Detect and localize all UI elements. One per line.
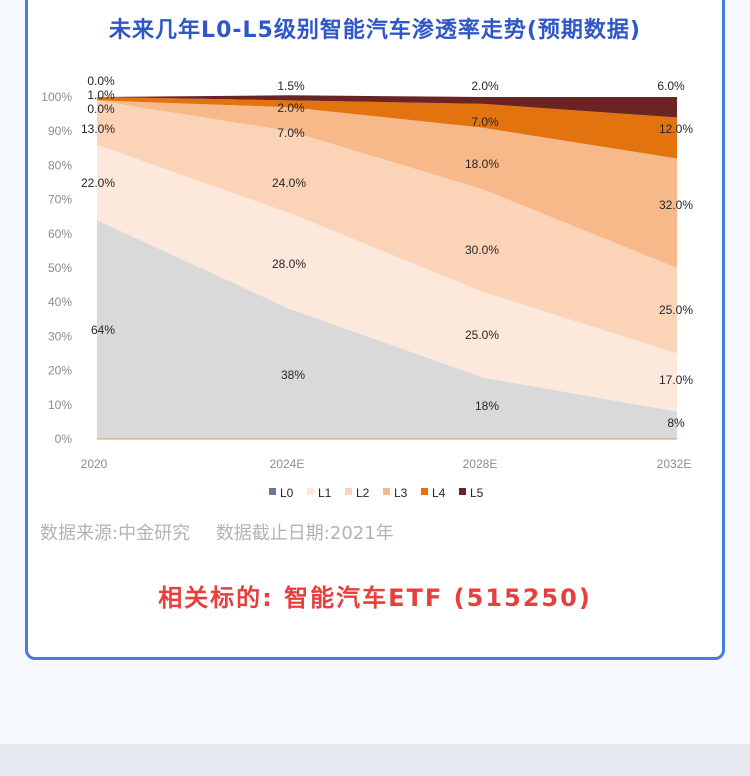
area-l5 (97, 95, 677, 118)
area-l4 (97, 97, 677, 159)
legend-swatch-l2 (345, 488, 352, 495)
data-label-l4: 2.0% (277, 101, 305, 115)
data-label-l3: 7.0% (277, 126, 305, 140)
data-label-l2: 24.0% (272, 176, 306, 190)
y-tick-label: 50% (48, 261, 72, 275)
data-label-l0: 64% (91, 323, 115, 337)
data-label-l5: 1.5% (277, 79, 305, 93)
data-label-l1: 17.0% (659, 373, 693, 387)
area-l0 (97, 220, 677, 439)
data-label-l0: 8% (667, 416, 685, 430)
legend-swatch-l0 (269, 488, 276, 495)
y-tick-label: 90% (48, 124, 72, 138)
legend-swatch-l5 (459, 488, 466, 495)
area-l3 (97, 100, 677, 268)
data-label-l5: 0.0% (87, 74, 115, 88)
area-l1 (97, 144, 677, 412)
data-label-l0: 18% (475, 399, 499, 413)
chart-title: 未来几年L0-L5级别智能汽车渗透率走势(预期数据) (109, 18, 641, 43)
y-tick-label: 10% (48, 398, 72, 412)
data-label-l4: 7.0% (471, 115, 499, 129)
y-tick-label: 20% (48, 364, 72, 378)
legend-label-l0: L0 (280, 486, 294, 500)
source-label: 数据来源:中金研究 (40, 523, 191, 544)
y-tick-label: 70% (48, 193, 72, 207)
area-l2 (97, 100, 677, 354)
x-tick-label: 2024E (270, 457, 305, 471)
area-chart: 0% 10% 20% 30% 40% 50% 60% 70% 80% 90% 100% 2020 202… (41, 74, 693, 500)
data-label-l1: 25.0% (465, 328, 499, 342)
legend-label-l1: L1 (318, 486, 332, 500)
source-note: 数据来源:中金研究 数据截止日期:2021年 (40, 519, 414, 545)
y-tick-label: 80% (48, 158, 72, 172)
x-tick-label: 2032E (657, 457, 692, 471)
data-label-l4: 1.0% (87, 88, 115, 102)
bottom-band (0, 744, 750, 776)
x-tick-label: 2028E (463, 457, 498, 471)
legend-label-l3: L3 (394, 486, 408, 500)
data-label-l0: 38% (281, 368, 305, 382)
legend-label-l4: L4 (432, 486, 446, 500)
legend-label-l2: L2 (356, 486, 370, 500)
data-label-l4: 12.0% (659, 122, 693, 136)
y-tick-label: 30% (48, 329, 72, 343)
legend-swatch-l3 (383, 488, 390, 495)
cutoff-label: 数据截止日期:2021年 (215, 523, 394, 544)
legend-swatch-l1 (307, 488, 314, 495)
data-label-l3: 0.0% (87, 102, 115, 116)
y-tick-label: 60% (48, 227, 72, 241)
data-label-l2: 30.0% (465, 243, 499, 257)
related-etf-label[interactable]: 相关标的: 智能汽车ETF (515250) (158, 584, 592, 612)
y-tick-label: 100% (41, 90, 72, 104)
y-tick-label: 40% (48, 295, 72, 309)
data-label-l3: 32.0% (659, 198, 693, 212)
x-tick-label: 2020 (81, 457, 108, 471)
data-label-l5: 6.0% (657, 79, 685, 93)
legend-swatch-l4 (421, 488, 428, 495)
data-label-l3: 18.0% (465, 157, 499, 171)
data-label-l1: 28.0% (272, 257, 306, 271)
legend-label-l5: L5 (470, 486, 484, 500)
y-tick-label: 0% (55, 432, 73, 446)
data-label-l2: 25.0% (659, 303, 693, 317)
data-label-l2: 13.0% (81, 122, 115, 136)
data-label-l5: 2.0% (471, 79, 499, 93)
data-label-l1: 22.0% (81, 176, 115, 190)
